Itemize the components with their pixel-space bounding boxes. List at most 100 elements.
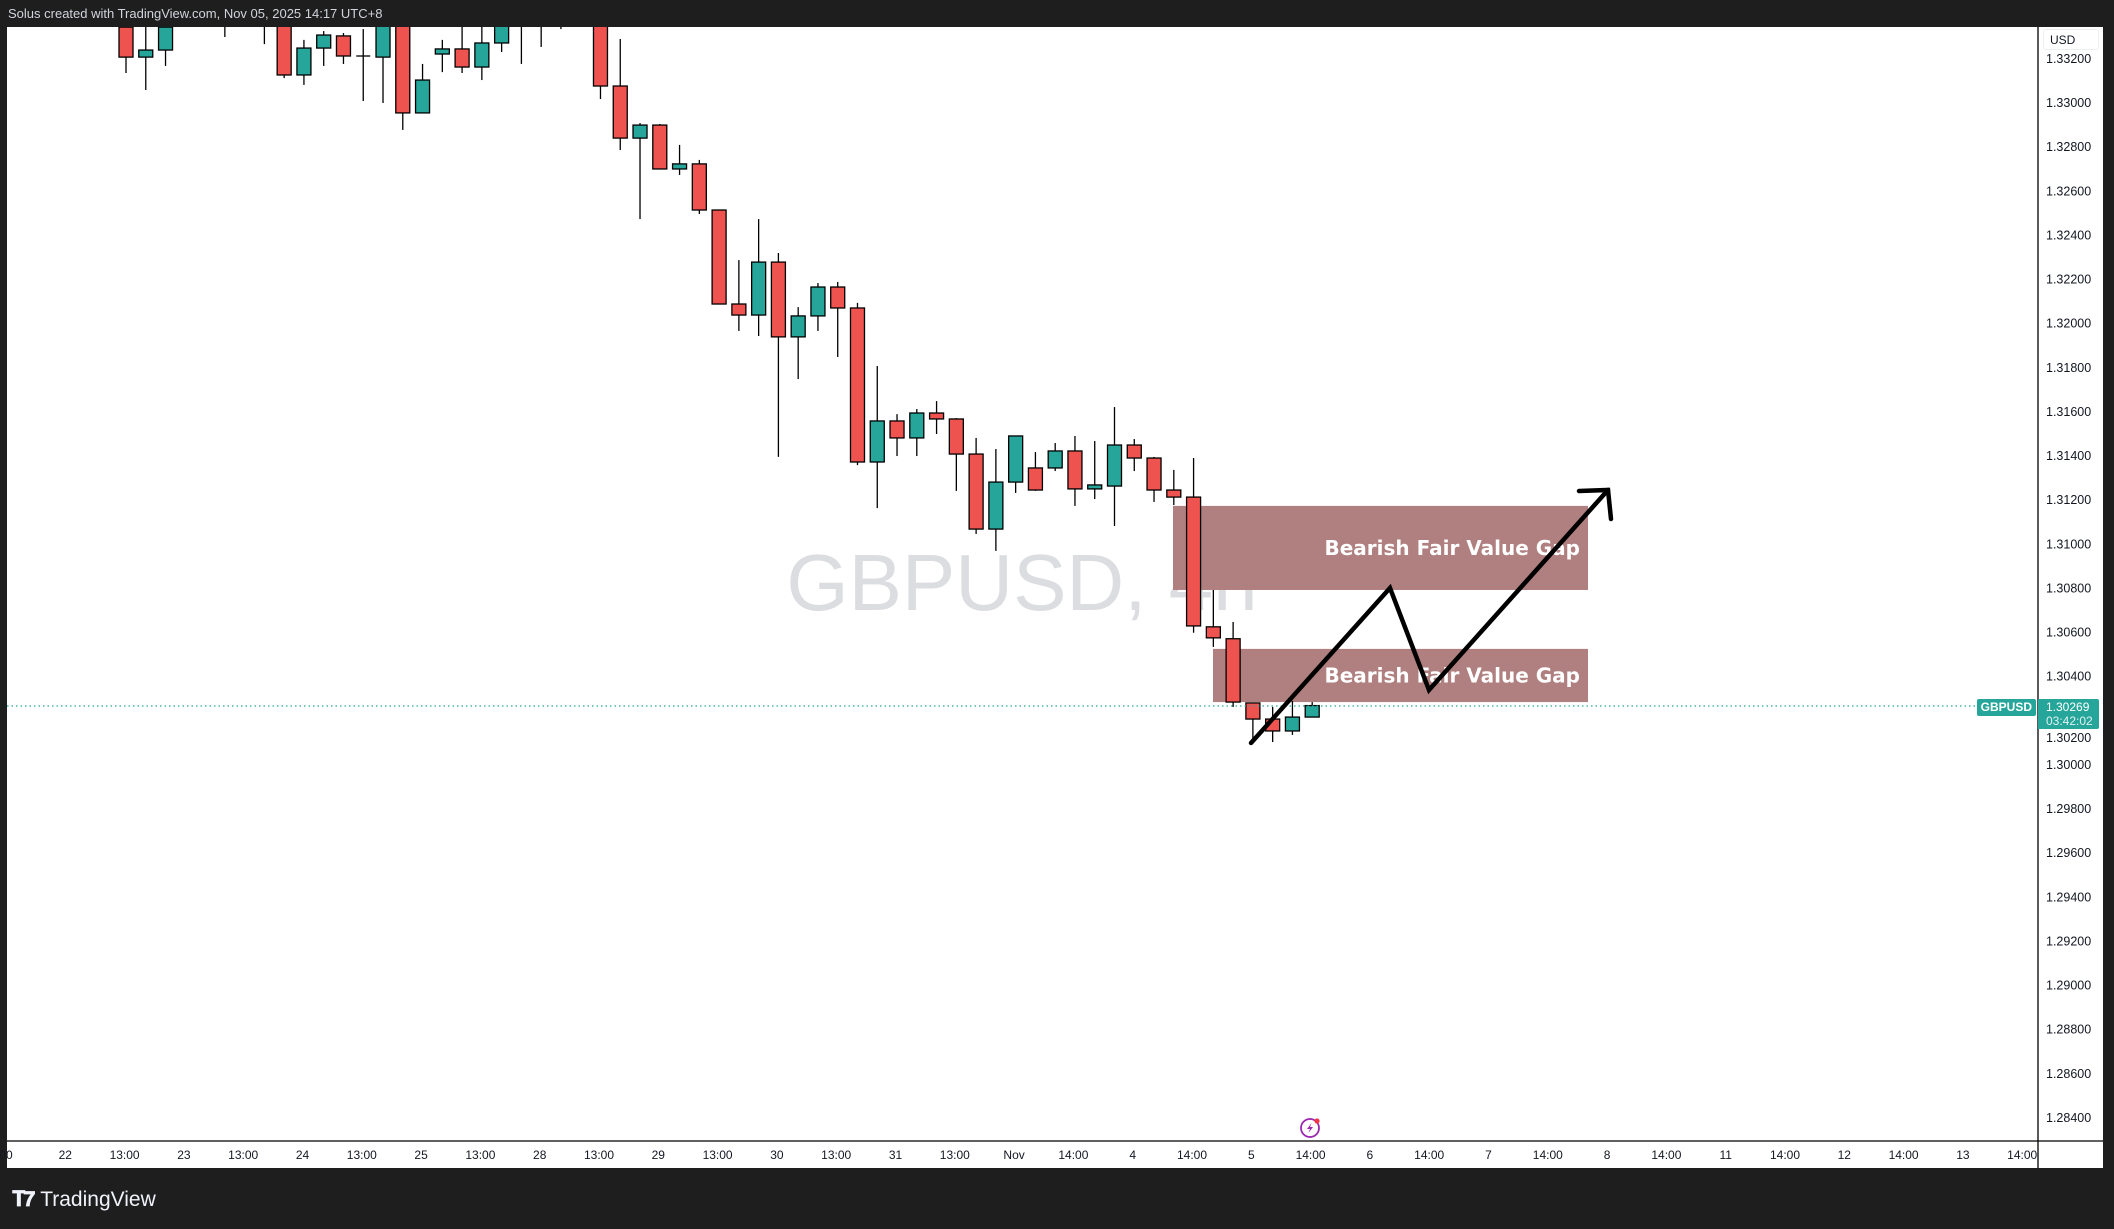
candle	[474, 27, 490, 81]
time-tick-label: 14:00	[2007, 1148, 2037, 1162]
candle	[632, 123, 648, 220]
currency-label[interactable]: USD	[2043, 29, 2099, 50]
candle-body	[534, 13, 548, 20]
candle	[968, 437, 984, 534]
time-tick-label: 14:00	[1296, 1148, 1326, 1162]
last-price-tag: 1.30269 03:42:02	[2038, 699, 2099, 729]
candle	[1087, 441, 1103, 500]
lightning-icon[interactable]	[1300, 1118, 1320, 1138]
header-bar: Solus created with TradingView.com, Nov …	[0, 0, 2114, 27]
candle-body	[1106, 444, 1123, 487]
price-tick-label: 1.30600	[2046, 626, 2091, 640]
candle-body	[454, 48, 470, 68]
fvg-labels: Bearish Fair Value Gap Bearish Fair Value…	[1324, 536, 1580, 688]
candle-body	[474, 42, 490, 68]
candle	[1047, 443, 1063, 472]
candle	[1126, 439, 1142, 472]
time-tick-label: 13:00	[465, 1148, 495, 1162]
price-tick-label: 1.29600	[2046, 846, 2091, 860]
time-tick-label: 13:00	[584, 1148, 614, 1162]
time-tick-label: 22	[59, 1148, 73, 1162]
tradingview-logo[interactable]: 𝐓𝟕 TradingView	[12, 1187, 156, 1212]
tradingview-logo-icon: 𝐓𝟕	[12, 1187, 35, 1211]
candle-body	[632, 124, 648, 139]
candle	[1205, 589, 1221, 647]
candle-body	[830, 286, 846, 309]
candle	[592, 27, 609, 100]
candle	[434, 39, 450, 73]
time-tick-label: 13	[1956, 1148, 1970, 1162]
candle	[909, 409, 925, 457]
candle	[1106, 407, 1123, 526]
candle	[889, 414, 905, 457]
time-tick-label: 30	[770, 1148, 784, 1162]
candle-body	[750, 261, 767, 316]
candle-body	[928, 412, 945, 420]
candle-body	[612, 85, 628, 139]
candle	[671, 144, 688, 175]
candle-body	[671, 163, 688, 170]
price-tick-label: 1.33000	[2046, 96, 2091, 110]
candle-body	[218, 10, 232, 17]
candle-body	[988, 481, 1004, 530]
candle	[1146, 456, 1162, 502]
time-tick-label: 24	[296, 1148, 310, 1162]
candle	[928, 401, 945, 434]
candle	[335, 33, 352, 64]
candle-body	[691, 163, 707, 211]
candle	[1166, 469, 1182, 506]
candle-body	[1245, 702, 1261, 720]
candle-body	[296, 47, 312, 76]
time-tick-label: 13:00	[347, 1148, 377, 1162]
candle	[711, 209, 727, 305]
candle-body	[1205, 626, 1221, 639]
time-tick-label: 14:00	[1177, 1148, 1207, 1162]
candle-body	[157, 27, 174, 51]
candle	[1225, 621, 1241, 707]
chart-attribution: Solus created with TradingView.com, Nov …	[8, 6, 383, 21]
candle-body	[1146, 457, 1162, 491]
candle-body	[711, 209, 727, 305]
time-tick-label: 14:00	[1770, 1148, 1800, 1162]
price-tick-label: 1.30200	[2046, 731, 2091, 745]
candle-body	[1027, 467, 1044, 491]
candle	[849, 302, 866, 466]
price-tick-label: 1.30800	[2046, 581, 2091, 595]
price-axis[interactable]: 1.33200 1.33000 1.32800 1.32600 1.32400 1.322…	[2046, 52, 2091, 1125]
time-axis[interactable]: 00 22 13:00 23 13:00 24 13:00 25 13:00 28 13:00 29 1…	[0, 1148, 2038, 1162]
time-tick-label: 7	[1485, 1148, 1492, 1162]
fvg-zone[interactable]	[1213, 648, 1588, 703]
price-tick-label: 1.33200	[2046, 52, 2091, 66]
time-tick-label: 6	[1367, 1148, 1374, 1162]
candle-body	[514, 10, 528, 19]
candle	[988, 448, 1004, 551]
candle-body	[493, 27, 510, 44]
candle	[157, 27, 174, 66]
candle	[731, 260, 747, 331]
time-tick-label: 4	[1129, 1148, 1136, 1162]
candle	[356, 29, 371, 102]
time-tick-label: 14:00	[1651, 1148, 1681, 1162]
footer-bar: 𝐓𝟕 TradingView	[0, 1168, 2114, 1229]
fvg-zone[interactable]	[1173, 505, 1588, 590]
time-tick-label: 31	[889, 1148, 903, 1162]
fvg-zones[interactable]	[1173, 505, 1588, 703]
chart-canvas[interactable]: GBPUSD, 4h Bearish Fair Value GapBearish…	[0, 0, 2114, 1168]
projection-path[interactable]	[1248, 487, 1611, 746]
candle	[1067, 435, 1083, 506]
price-tick-label: 1.31600	[2046, 405, 2091, 419]
candle	[869, 366, 885, 509]
candle-body	[652, 124, 668, 170]
candle	[770, 253, 787, 457]
candle-body	[1225, 638, 1241, 703]
time-tick-label: 13:00	[703, 1148, 733, 1162]
candle	[414, 63, 431, 114]
price-tick-label: 1.30000	[2046, 758, 2091, 772]
time-tick-label: 14:00	[1889, 1148, 1919, 1162]
price-tick-label: 1.32200	[2046, 273, 2091, 287]
candle-body	[138, 49, 154, 58]
time-tick-label: 13:00	[110, 1148, 140, 1162]
candle-body	[375, 27, 391, 58]
price-tick-label: 1.32400	[2046, 228, 2091, 242]
projection-arrow[interactable]	[1248, 487, 1614, 746]
